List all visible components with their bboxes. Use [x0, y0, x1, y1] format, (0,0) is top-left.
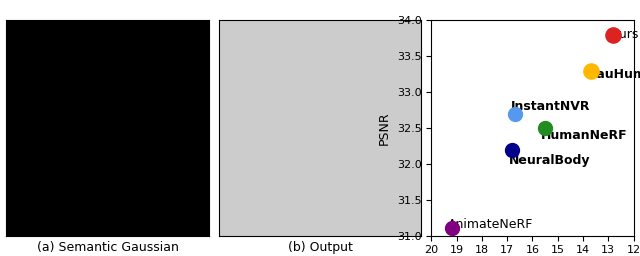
Text: NeuralBody: NeuralBody: [508, 154, 590, 167]
X-axis label: (a) Semantic Gaussian: (a) Semantic Gaussian: [36, 241, 179, 254]
Text: InstantNVR: InstantNVR: [511, 100, 591, 113]
Text: GauHuman: GauHuman: [587, 68, 640, 81]
Point: [608, 33, 618, 37]
Text: AnimateNeRF: AnimateNeRF: [448, 218, 533, 231]
Point: [446, 226, 456, 230]
X-axis label: (b) Output: (b) Output: [287, 241, 353, 254]
Text: Ours: Ours: [609, 28, 639, 41]
Point: [507, 147, 517, 152]
Point: [586, 69, 596, 73]
Point: [509, 112, 520, 116]
Text: HumanNeRF: HumanNeRF: [541, 129, 628, 142]
Y-axis label: PSNR: PSNR: [378, 111, 391, 145]
Point: [540, 126, 550, 130]
